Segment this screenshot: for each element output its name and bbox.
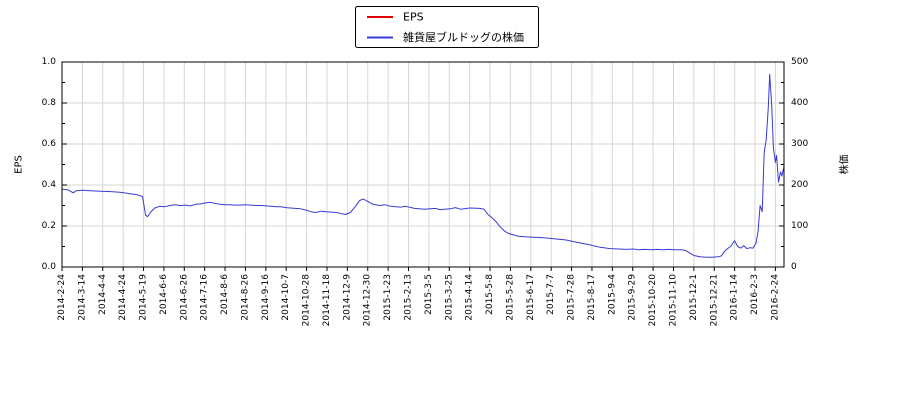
x-tick-label: 2014-5-19 xyxy=(139,274,149,321)
x-tick-label: 2015-7-28 xyxy=(567,274,577,321)
x-tick-label: 2014-10-28 xyxy=(302,274,312,327)
plot-frame xyxy=(61,61,785,268)
x-tick-label: 2015-8-17 xyxy=(587,274,597,321)
x-tick-label: 2014-8-26 xyxy=(240,274,250,321)
y-left-tick-label: 0.4 xyxy=(42,180,57,190)
x-tick-labels: 2014-2-24 2014-3-14 2014-4-4 2014-4-24 2014-… xyxy=(57,274,780,327)
x-tick-label: 2015-12-21 xyxy=(709,274,719,326)
x-tick-label: 2014-11-18 xyxy=(322,274,332,327)
gridlines xyxy=(62,61,784,267)
x-tick-label: 2015-7-7 xyxy=(546,274,556,315)
right-tick-labels: 0 100 200 300 400 500 xyxy=(791,57,808,272)
y-right-tick-label: 300 xyxy=(791,139,808,149)
x-tick-label: 2016-1-14 xyxy=(730,274,740,321)
x-tick-label: 2016-2-3 xyxy=(750,274,760,315)
series-lines xyxy=(61,73,785,258)
x-tick-label: 2014-7-16 xyxy=(200,274,210,321)
x-tick-label: 2014-10-7 xyxy=(281,274,291,321)
y-right-tick-label: 100 xyxy=(791,221,808,231)
x-tick-label: 2015-3-5 xyxy=(424,274,434,315)
x-tick-label: 2014-9-16 xyxy=(261,274,271,321)
x-tick-label: 2014-6-26 xyxy=(179,274,189,321)
x-tick-label: 2015-1-23 xyxy=(383,274,393,321)
axis-ticks xyxy=(61,61,784,271)
y-right-tick-label: 500 xyxy=(791,57,808,67)
x-tick-label: 2014-4-24 xyxy=(118,274,128,321)
x-tick-label: 2014-12-30 xyxy=(363,274,373,327)
y-left-tick-label: 0.6 xyxy=(42,139,57,149)
y-left-tick-label: 1.0 xyxy=(42,57,57,67)
y-right-tick-label: 200 xyxy=(791,180,808,190)
price-legend-label: 雑貨屋ブルドッグの株価 xyxy=(403,30,524,44)
legend: EPS 雑貨屋ブルドッグの株価 xyxy=(355,6,539,48)
x-tick-label: 2015-12-1 xyxy=(689,274,699,321)
legend-box xyxy=(355,6,539,48)
x-tick-label: 2016-2-24 xyxy=(770,274,780,321)
x-tick-label: 2015-11-10 xyxy=(668,274,678,327)
series-price xyxy=(61,73,785,258)
x-tick-label: 2015-9-4 xyxy=(607,274,617,315)
left-tick-labels: 0.0 0.2 0.4 0.6 0.8 1.0 xyxy=(42,57,57,272)
x-tick-label: 2015-9-29 xyxy=(628,274,638,321)
y-left-tick-label: 0.8 xyxy=(42,98,57,108)
x-tick-label: 2014-8-6 xyxy=(220,274,230,315)
x-tick-label: 2015-3-25 xyxy=(444,274,454,321)
x-tick-label: 2014-12-9 xyxy=(342,274,352,321)
y-right-tick-label: 0 xyxy=(791,262,797,272)
x-tick-label: 2015-2-13 xyxy=(404,274,414,321)
y-left-tick-label: 0.0 xyxy=(42,262,57,272)
eps-legend-label: EPS xyxy=(403,11,424,24)
x-tick-label: 2014-4-4 xyxy=(98,274,108,315)
y-right-tick-label: 400 xyxy=(791,98,808,108)
x-tick-label: 2015-10-20 xyxy=(648,274,658,327)
right-axis-title: 株価 xyxy=(838,155,851,175)
x-tick-label: 2015-5-8 xyxy=(485,274,495,315)
x-tick-label: 2014-2-24 xyxy=(57,274,67,321)
y-left-tick-label: 0.2 xyxy=(42,221,56,231)
left-axis-title: EPS xyxy=(14,155,25,174)
x-tick-label: 2015-4-14 xyxy=(465,274,475,321)
x-tick-label: 2014-3-14 xyxy=(77,274,87,321)
x-tick-label: 2014-6-6 xyxy=(159,274,169,315)
x-tick-label: 2015-5-28 xyxy=(505,274,515,321)
x-tick-label: 2015-6-17 xyxy=(526,274,536,321)
